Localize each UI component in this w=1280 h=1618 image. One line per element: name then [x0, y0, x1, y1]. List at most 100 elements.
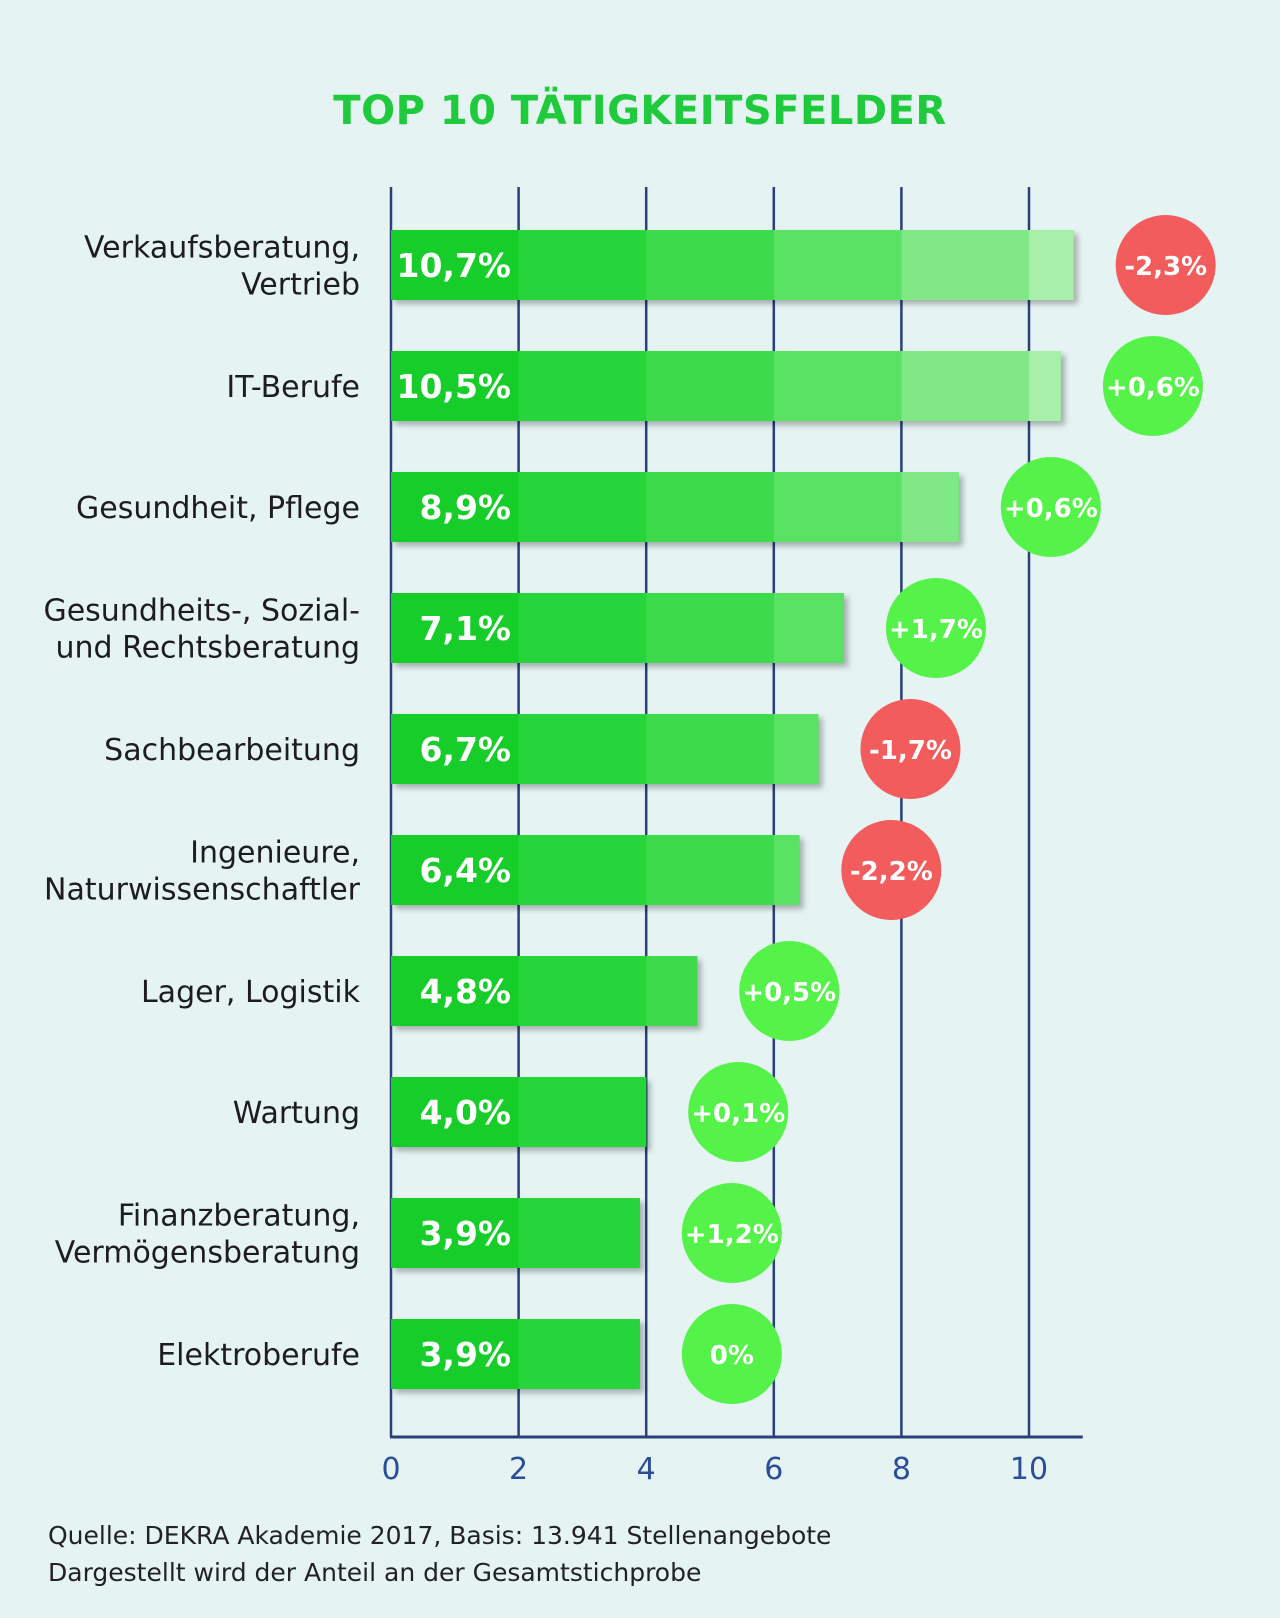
- change-label: +0,1%: [691, 1099, 785, 1129]
- bar-segment: [391, 230, 519, 300]
- sample-note: Dargestellt wird der Anteil an der Gesam…: [48, 1558, 702, 1587]
- change-label: +1,7%: [889, 615, 983, 645]
- change-label: -1,7%: [869, 736, 952, 766]
- bar-segment: [901, 230, 1029, 300]
- bar-segment: [518, 230, 647, 300]
- bar-segment: [646, 472, 774, 542]
- x-tick-label: 10: [1010, 1452, 1048, 1487]
- bar: [391, 714, 819, 784]
- bar: [391, 1319, 640, 1389]
- bar-segment: [391, 351, 519, 421]
- bar-segment: [646, 835, 774, 905]
- change-label: +0,6%: [1004, 494, 1098, 524]
- change-badge-positive: [885, 578, 986, 678]
- axis: 0 2 4 6 8 10: [381, 1435, 1083, 1487]
- bar-segment: [646, 714, 774, 784]
- category-label: Gesundheits-, Sozial-und Rechtsberatung: [43, 594, 360, 666]
- bar-value-label: 7,1%: [419, 609, 511, 648]
- bar-segment: [773, 230, 902, 300]
- bar-segment: [901, 472, 959, 542]
- bar-segment: [518, 1077, 647, 1147]
- category-label: Finanzberatung, Vermögensberatung: [55, 1199, 360, 1271]
- bar: [391, 1077, 647, 1147]
- bar-segment: [773, 472, 902, 542]
- x-tick-label: 6: [764, 1452, 783, 1487]
- x-tick-label: 2: [509, 1452, 528, 1487]
- category-label: IT-Berufe: [226, 370, 360, 405]
- bar-segment: [518, 714, 647, 784]
- bar-value-label: 6,4%: [419, 851, 511, 890]
- bar-value-label: 10,5%: [397, 367, 512, 406]
- bar-segment: [391, 1319, 519, 1389]
- category-label: Wartung: [233, 1096, 360, 1131]
- bar-value-label: 10,7%: [397, 246, 512, 285]
- bar: [391, 351, 1061, 421]
- category-label: Gesundheit, Pflege: [76, 491, 360, 526]
- bar-segment: [773, 351, 902, 421]
- change-badge-negative: [860, 699, 961, 799]
- category-label: Ingenieure, Naturwissenschaftler: [44, 836, 361, 908]
- source-note: Quelle: DEKRA Akademie 2017, Basis: 13.9…: [48, 1521, 832, 1550]
- bar-segment: [1029, 230, 1074, 300]
- bars: [391, 230, 1074, 1389]
- bar: [391, 1198, 640, 1268]
- change-badge-positive: [1102, 336, 1203, 436]
- change-label: +1,2%: [685, 1220, 779, 1250]
- category-label: Verkaufsberatung, Vertrieb: [84, 231, 360, 303]
- category-label: Elektroberufe: [157, 1338, 360, 1373]
- bar-value-label: 8,9%: [419, 488, 511, 527]
- bar-segment: [518, 835, 647, 905]
- bar-segment: [518, 956, 647, 1026]
- bar-segment: [773, 593, 844, 663]
- bar-segment: [518, 351, 647, 421]
- labels: 10,7% Verkaufsberatung, Vertrieb -2,3% 10,5%…: [43, 215, 1216, 1404]
- bar-segment: [391, 1077, 519, 1147]
- bar: [391, 593, 844, 663]
- x-tick-label: 0: [381, 1452, 400, 1487]
- bar: [391, 230, 1074, 300]
- bar-segment: [391, 835, 519, 905]
- bar-segment: [901, 351, 1029, 421]
- bar-segment: [646, 956, 698, 1026]
- bar-segment: [646, 593, 774, 663]
- bar-segment: [518, 1319, 640, 1389]
- bar-value-label: 4,0%: [419, 1093, 511, 1132]
- bar-segment: [518, 472, 647, 542]
- change-badge-positive: [739, 941, 840, 1041]
- bar-segment: [773, 714, 819, 784]
- change-badge-positive: [688, 1062, 789, 1162]
- bar-value-label: 4,8%: [419, 972, 511, 1011]
- bar-segment: [518, 593, 647, 663]
- bar-segment: [391, 472, 519, 542]
- bar-segment: [773, 835, 800, 905]
- bar-segment: [646, 230, 774, 300]
- bar-segment: [391, 714, 519, 784]
- x-tick-label: 8: [892, 1452, 911, 1487]
- bar-value-label: 3,9%: [419, 1214, 511, 1253]
- change-badge-negative: [841, 820, 942, 920]
- change-label: +0,5%: [742, 978, 836, 1008]
- bar-segment: [646, 351, 774, 421]
- change-badge-negative: [1115, 215, 1216, 315]
- category-label: Lager, Logistik: [141, 975, 361, 1010]
- bar-value-label: 6,7%: [419, 730, 511, 769]
- change-label: +0,6%: [1106, 373, 1200, 403]
- bar-segment: [391, 956, 519, 1026]
- chart-title: TOP 10 TÄTIGKEITSFELDER: [333, 88, 947, 134]
- change-label: -2,2%: [850, 857, 933, 887]
- bar: [391, 835, 800, 905]
- change-badge-positive: [681, 1183, 782, 1283]
- change-label: -2,3%: [1124, 252, 1207, 282]
- bar-segment: [391, 1198, 519, 1268]
- change-badge-positive: [1000, 457, 1101, 557]
- category-label: Sachbearbeitung: [104, 733, 360, 768]
- bar-segment: [1029, 351, 1061, 421]
- bar-segment: [518, 1198, 640, 1268]
- x-tick-label: 4: [637, 1452, 656, 1487]
- change-badge-positive: [681, 1304, 782, 1404]
- bar-value-label: 3,9%: [419, 1335, 511, 1374]
- bar: [391, 956, 698, 1026]
- change-label: 0%: [710, 1341, 754, 1371]
- bar-segment: [391, 593, 519, 663]
